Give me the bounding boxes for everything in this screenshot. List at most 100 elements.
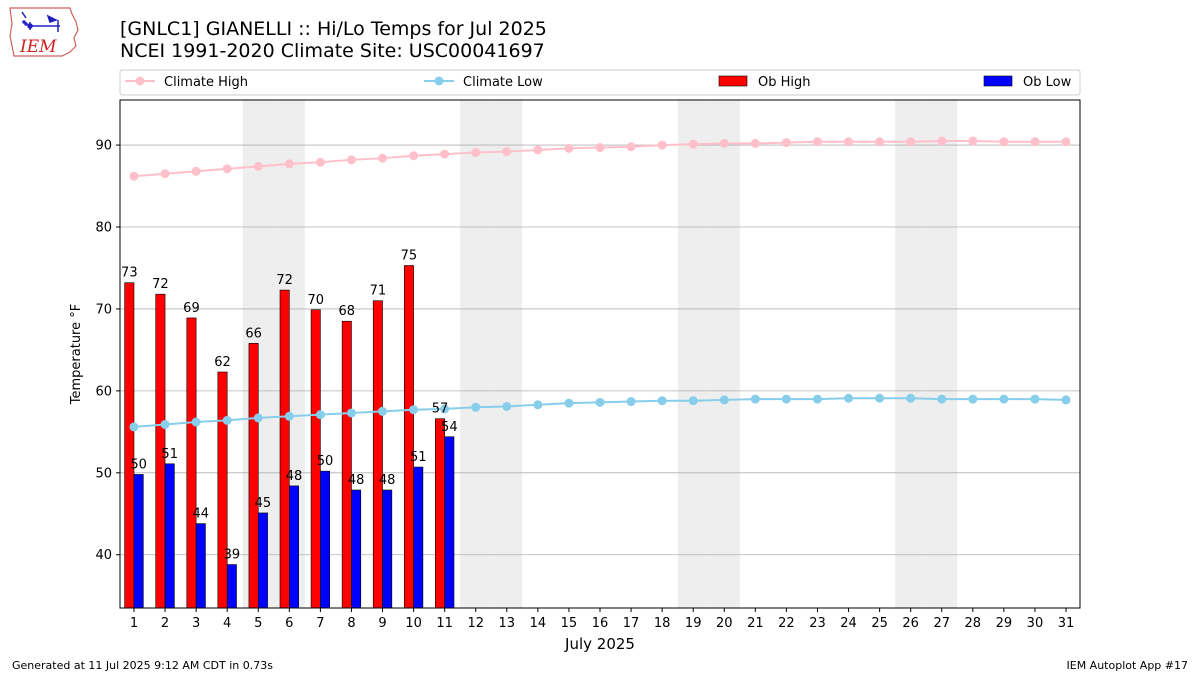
y-tick-label-40: 40 xyxy=(95,548,112,563)
ob-high-value-label: 66 xyxy=(245,326,262,341)
climate-high-point xyxy=(688,139,698,149)
climate-high-point xyxy=(812,137,822,147)
climate-low-point xyxy=(875,393,885,403)
climate-low-point xyxy=(937,394,947,404)
climate-low-point xyxy=(781,394,791,404)
legend-item-climate-high: Climate High xyxy=(125,75,248,90)
ob-low-bar xyxy=(133,474,144,609)
climate-low-point xyxy=(378,406,388,416)
climate-low-point xyxy=(160,419,170,429)
climate-high-point xyxy=(999,137,1009,147)
legend-label-ob-high: Ob High xyxy=(758,75,811,90)
climate-high-point xyxy=(595,143,605,153)
ob-high-bar xyxy=(341,320,352,609)
ob-high-value-label: 57 xyxy=(432,402,449,417)
ob-high-value-label: 73 xyxy=(121,266,138,281)
iem-logo: IEM xyxy=(9,7,79,57)
x-axis-label: July 2025 xyxy=(564,635,635,653)
climate-high-point xyxy=(1061,137,1071,147)
y-tick-label-70: 70 xyxy=(95,302,112,317)
logo-text: IEM xyxy=(19,37,57,57)
climate-high-point xyxy=(750,138,760,148)
ob-low-value-label: 51 xyxy=(161,447,178,462)
climate-low-point xyxy=(595,397,605,407)
ob-low-value-label: 50 xyxy=(317,454,334,469)
legend-item-ob-low: Ob Low xyxy=(983,75,1072,90)
ob-low-bar xyxy=(351,489,362,609)
y-tick-label-60: 60 xyxy=(95,384,112,399)
ob-high-value-label: 69 xyxy=(183,301,200,316)
ob-high-bar xyxy=(279,289,290,609)
ob-high-value-label: 75 xyxy=(401,249,418,264)
ob-low-bar xyxy=(320,470,331,609)
ob-low-value-label: 48 xyxy=(379,473,396,488)
x-tick-label-9: 9 xyxy=(378,616,386,631)
ob-low-bar xyxy=(382,489,393,609)
ob-low-value-label: 48 xyxy=(348,473,365,488)
climate-high-point xyxy=(315,157,325,167)
chart-subtitle: NCEI 1991-2020 Climate Site: USC00041697 xyxy=(120,40,545,62)
climate-low-point xyxy=(968,394,978,404)
legend-label-ob-low: Ob Low xyxy=(1023,75,1072,90)
climate-high-point xyxy=(719,138,729,148)
climate-low-point xyxy=(129,422,139,432)
x-tick-label-30: 30 xyxy=(1027,616,1044,631)
legend-item-ob-high: Ob High xyxy=(718,75,811,90)
x-tick-label-10: 10 xyxy=(405,616,422,631)
x-tick-label-31: 31 xyxy=(1058,616,1075,631)
y-tick-label-80: 80 xyxy=(95,221,112,236)
weekend-shade-day-13 xyxy=(491,100,523,608)
climate-low-point xyxy=(750,394,760,404)
x-tick-label-12: 12 xyxy=(467,616,484,631)
weekend-shade-day-26 xyxy=(895,100,927,608)
ob-low-value-label: 50 xyxy=(130,457,147,472)
climate-low-point xyxy=(253,413,263,423)
climate-high-point xyxy=(1030,137,1040,147)
x-tick-label-3: 3 xyxy=(192,616,200,631)
weather-station-icon xyxy=(21,11,60,32)
ob-high-value-label: 71 xyxy=(370,284,387,299)
x-tick-label-5: 5 xyxy=(254,616,262,631)
climate-high-point xyxy=(160,169,170,179)
climate-high-point xyxy=(937,136,947,146)
x-tick-label-24: 24 xyxy=(840,616,857,631)
climate-high-point xyxy=(657,140,667,150)
climate-high-point xyxy=(409,151,419,161)
climate-low-point xyxy=(222,415,232,425)
x-tick-label-4: 4 xyxy=(223,616,231,631)
climate-low-point xyxy=(440,404,450,414)
climate-high-point xyxy=(502,147,512,157)
ob-high-bar xyxy=(435,418,445,609)
x-tick-label-11: 11 xyxy=(436,616,453,631)
ob-low-bar xyxy=(289,485,299,609)
x-tick-label-29: 29 xyxy=(996,616,1013,631)
footer-app: IEM Autoplot App #17 xyxy=(1067,659,1189,672)
climate-high-point xyxy=(346,155,356,165)
x-tick-label-14: 14 xyxy=(530,616,547,631)
ob-high-bar xyxy=(248,343,259,609)
legend-swatch-ob-low xyxy=(983,75,1013,87)
ob-high-value-label: 70 xyxy=(307,293,324,308)
x-tick-label-16: 16 xyxy=(592,616,609,631)
climate-low-point xyxy=(1030,394,1040,404)
legend-frame xyxy=(119,69,1081,96)
ob-low-bar xyxy=(413,466,424,609)
ob-low-bar xyxy=(226,564,237,609)
climate-low-point xyxy=(284,411,294,421)
legend-swatch-ob-high xyxy=(718,75,748,87)
climate-high-point xyxy=(906,137,916,147)
climate-low-point xyxy=(409,405,419,415)
bar-labels: 73 72 69 62 66 72 70 68 71 75 57 50 51 44 39 45 48 50 48 48… xyxy=(121,249,458,563)
climate-low-point xyxy=(626,397,636,407)
legend: Climate High Climate Low Ob High Ob Low xyxy=(119,69,1081,96)
climate-high-point xyxy=(284,159,294,169)
climate-high-point xyxy=(471,147,481,157)
weekend-shade-day-27 xyxy=(926,100,958,608)
ob-high-value-label: 72 xyxy=(276,273,293,288)
y-axis-label: Temperature °F xyxy=(69,304,84,405)
x-tick-label-2: 2 xyxy=(161,616,169,631)
x-tick-label-25: 25 xyxy=(871,616,888,631)
climate-low-point xyxy=(688,396,698,406)
climate-high-point xyxy=(222,164,232,174)
